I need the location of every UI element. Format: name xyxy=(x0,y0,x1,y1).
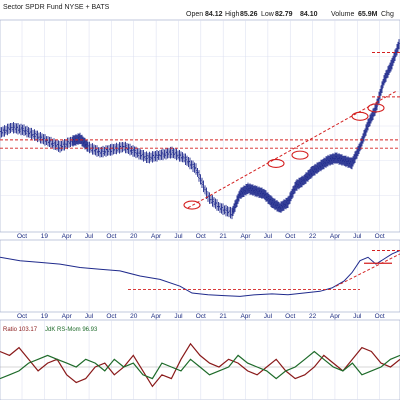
x-tick-label: 22 xyxy=(309,233,317,240)
x-axis-ticks: Oct Oct 19 19 Apr Apr Jul Jul Oct Oct 20 20 Apr Apr Ju… xyxy=(17,233,385,320)
symbol-title: Sector SPDR Fund NYSE + BATS xyxy=(3,4,110,11)
x-tick-label-lower: 21 xyxy=(220,313,228,320)
relative-strength-series xyxy=(0,250,400,297)
x-tick-label: Jul xyxy=(353,233,362,240)
rs-trend-line xyxy=(335,253,400,287)
rs-mom-line xyxy=(0,350,400,380)
low-label: Low xyxy=(261,11,275,18)
x-tick-label-lower: Oct xyxy=(106,313,116,320)
x-tick-label-lower: 19 xyxy=(41,313,49,320)
x-tick-label-lower: 20 xyxy=(130,313,138,320)
highlight-ellipse xyxy=(367,103,385,113)
open-label: Open xyxy=(186,11,203,18)
ratio-label: Ratio 103.17 xyxy=(3,327,38,333)
x-tick-label: Oct xyxy=(106,233,116,240)
volume-label: Volume xyxy=(331,11,354,18)
x-tick-label-lower: Oct xyxy=(196,313,206,320)
x-tick-label-lower: Apr xyxy=(62,313,73,320)
x-tick-label-lower: Jul xyxy=(264,313,273,320)
highlight-ellipse xyxy=(351,111,369,121)
highlight-ellipse xyxy=(183,200,201,210)
x-tick-label: Jul xyxy=(264,233,273,240)
x-tick-label-lower: Oct xyxy=(375,313,385,320)
x-tick-label-lower: Apr xyxy=(330,313,341,320)
highlight-ellipse xyxy=(267,158,285,168)
ratio-line xyxy=(0,342,400,388)
x-tick-label: Apr xyxy=(240,233,251,240)
x-tick-label-lower: Jul xyxy=(353,313,362,320)
x-tick-label-lower: Jul xyxy=(174,313,183,320)
rrg-series xyxy=(0,342,400,388)
x-tick-label-lower: Jul xyxy=(85,313,94,320)
price-overlays xyxy=(0,52,400,210)
chg-label: Chg xyxy=(381,11,394,18)
high-label: High xyxy=(225,11,240,18)
x-tick-label-lower: Oct xyxy=(17,313,27,320)
rs-mom-label: JdK RS-Mom 96.93 xyxy=(45,327,98,333)
x-tick-label: 20 xyxy=(130,233,138,240)
x-tick-label-lower: 22 xyxy=(309,313,317,320)
x-tick-label: Oct xyxy=(375,233,385,240)
x-tick-label: 21 xyxy=(220,233,228,240)
x-tick-label: Oct xyxy=(196,233,206,240)
close-value: 84.10 xyxy=(300,11,318,18)
ohlc-readout: Open 84.12 High 85.26 Low 82.79 84.10 Vo… xyxy=(186,11,394,18)
x-tick-label-lower: Apr xyxy=(151,313,162,320)
x-tick-label: Oct xyxy=(285,233,295,240)
volume-value: 65.9M xyxy=(358,11,378,18)
x-tick-label-lower: Oct xyxy=(285,313,295,320)
low-value: 82.79 xyxy=(275,11,293,18)
x-tick-label: Apr xyxy=(151,233,162,240)
x-tick-label-lower: Apr xyxy=(240,313,251,320)
x-tick-label: Apr xyxy=(62,233,73,240)
open-value: 84.12 xyxy=(205,11,223,18)
relative-strength-panel xyxy=(0,239,400,313)
x-tick-label: Jul xyxy=(174,233,183,240)
rs-line xyxy=(0,250,400,297)
x-tick-label: Jul xyxy=(85,233,94,240)
x-tick-label: Apr xyxy=(330,233,341,240)
highlight-ellipse xyxy=(291,150,309,160)
x-tick-label: Oct xyxy=(17,233,27,240)
x-tick-label: 19 xyxy=(41,233,49,240)
high-value: 85.26 xyxy=(240,11,258,18)
